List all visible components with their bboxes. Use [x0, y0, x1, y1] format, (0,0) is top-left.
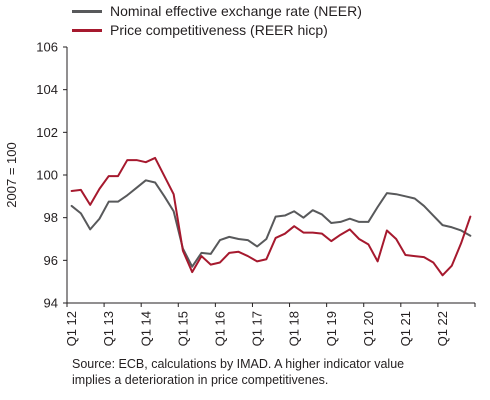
source-note: Source: ECB, calculations by IMAD. A hig…: [72, 356, 404, 388]
x-tick-label: Q1 12: [64, 311, 79, 346]
y-tick-label: 104: [36, 82, 58, 97]
legend-label-neer: Nominal effective exchange rate (NEER): [110, 3, 362, 19]
legend-swatch-neer: [72, 10, 102, 13]
x-tick-label: Q1 17: [250, 311, 265, 346]
legend-item-reer: Price competitiveness (REER hicp): [72, 21, 362, 40]
x-tick-label: Q1 16: [213, 311, 228, 346]
x-tick-label: Q1 15: [175, 311, 190, 346]
y-tick-label: 102: [36, 125, 58, 140]
y-tick-label: 94: [44, 296, 58, 311]
legend: Nominal effective exchange rate (NEER) P…: [72, 2, 362, 40]
series-line-neer: [70, 179, 472, 268]
y-tick-label: 106: [36, 40, 58, 55]
x-tick-label: Q1 14: [138, 311, 153, 346]
x-tick-label: Q1 18: [287, 311, 302, 346]
x-tick-label: Q1 21: [398, 311, 413, 346]
source-note-line-1: Source: ECB, calculations by IMAD. A hig…: [72, 357, 405, 371]
x-tick-label: Q1 22: [435, 311, 450, 346]
x-tick-label: Q1 13: [101, 311, 116, 346]
y-tick-label: 96: [44, 253, 58, 268]
y-tick-label: 98: [44, 210, 58, 225]
x-tick-label: Q1 19: [324, 311, 339, 346]
legend-swatch-reer: [72, 29, 102, 32]
legend-item-neer: Nominal effective exchange rate (NEER): [72, 2, 362, 21]
source-note-line-2: implies a deterioration in price competi…: [72, 373, 329, 387]
y-axis-label: 2007 = 100: [4, 142, 19, 207]
series-line-reer: [70, 156, 472, 277]
x-tick-label: Q1 20: [361, 311, 376, 346]
legend-label-reer: Price competitiveness (REER hicp): [110, 22, 328, 38]
y-tick-label: 100: [36, 168, 58, 183]
